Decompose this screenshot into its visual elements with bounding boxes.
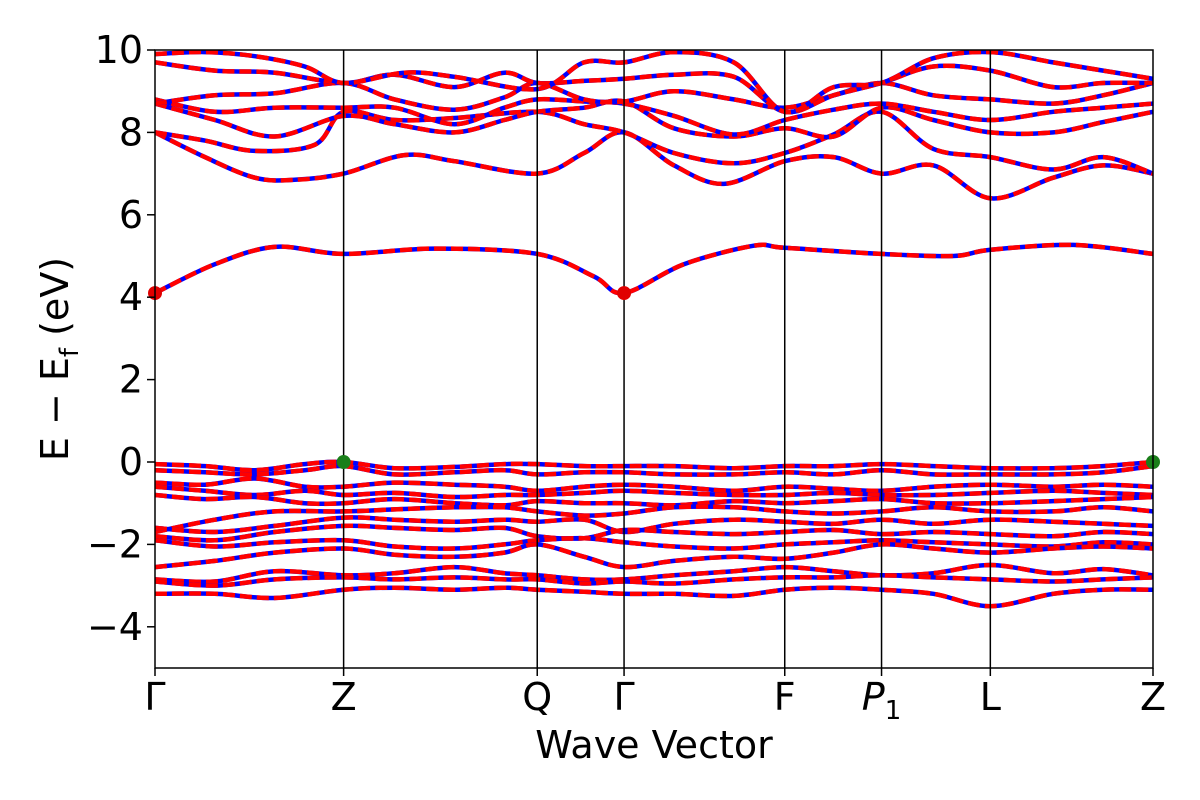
band-line-red-dashed xyxy=(155,130,1153,201)
band-line-blue xyxy=(155,242,1153,296)
band-cb4 xyxy=(155,108,1153,176)
extrema-markers xyxy=(148,286,1160,469)
y-axis-label-main: E − E xyxy=(33,357,77,461)
band-line-red-dashed xyxy=(155,108,1153,176)
band-line-blue xyxy=(155,130,1153,201)
band-cb3 xyxy=(155,130,1153,201)
band-vb5 xyxy=(155,492,1153,508)
band-vb13 xyxy=(155,585,1153,609)
kpoint-label: Q xyxy=(522,675,552,719)
x-axis-kpoint-labels: Γ Z Q Γ F P1 L Z xyxy=(144,668,1166,726)
band-line-red-dashed xyxy=(155,50,1153,115)
band-cb9 xyxy=(155,50,1153,115)
y-tick-label: −2 xyxy=(87,522,143,566)
y-tick-label: 8 xyxy=(119,110,143,154)
y-axis-ticks: −4 −2 0 2 4 6 8 10 xyxy=(87,28,155,649)
y-tick-label: 10 xyxy=(95,28,143,72)
kpoint-label: Z xyxy=(1140,675,1166,719)
bands-layer xyxy=(155,50,1153,609)
x-axis-label: Wave Vector xyxy=(535,723,773,767)
kpoint-lines xyxy=(342,50,992,668)
kpoint-label: F xyxy=(774,675,796,719)
kpoint-label: Γ xyxy=(613,675,634,719)
kpoint-label: L xyxy=(980,675,1001,719)
band-vb9 xyxy=(155,535,1153,551)
y-tick-label: 4 xyxy=(119,275,143,319)
kpoint-label: P1 xyxy=(862,675,901,726)
band-line-blue xyxy=(155,50,1153,115)
band-line-red-dashed xyxy=(155,476,1153,494)
band-line-red-dashed xyxy=(155,242,1153,296)
y-tick-label: −4 xyxy=(87,605,143,649)
y-tick-label: 0 xyxy=(119,440,143,484)
plot-frame xyxy=(154,49,1154,669)
y-tick-label: 6 xyxy=(119,193,143,237)
kpoint-label: Γ xyxy=(144,675,165,719)
y-axis-label-unit: (eV) xyxy=(33,257,77,348)
y-axis-label: E − Ef (eV) xyxy=(33,257,85,461)
y-axis-label-subscript: f xyxy=(55,347,85,357)
kpoint-label: Z xyxy=(331,675,357,719)
cbm-marker xyxy=(617,286,632,301)
vbm-marker xyxy=(336,455,351,469)
band-cb2 xyxy=(155,242,1153,296)
y-tick-label: 2 xyxy=(119,358,143,402)
